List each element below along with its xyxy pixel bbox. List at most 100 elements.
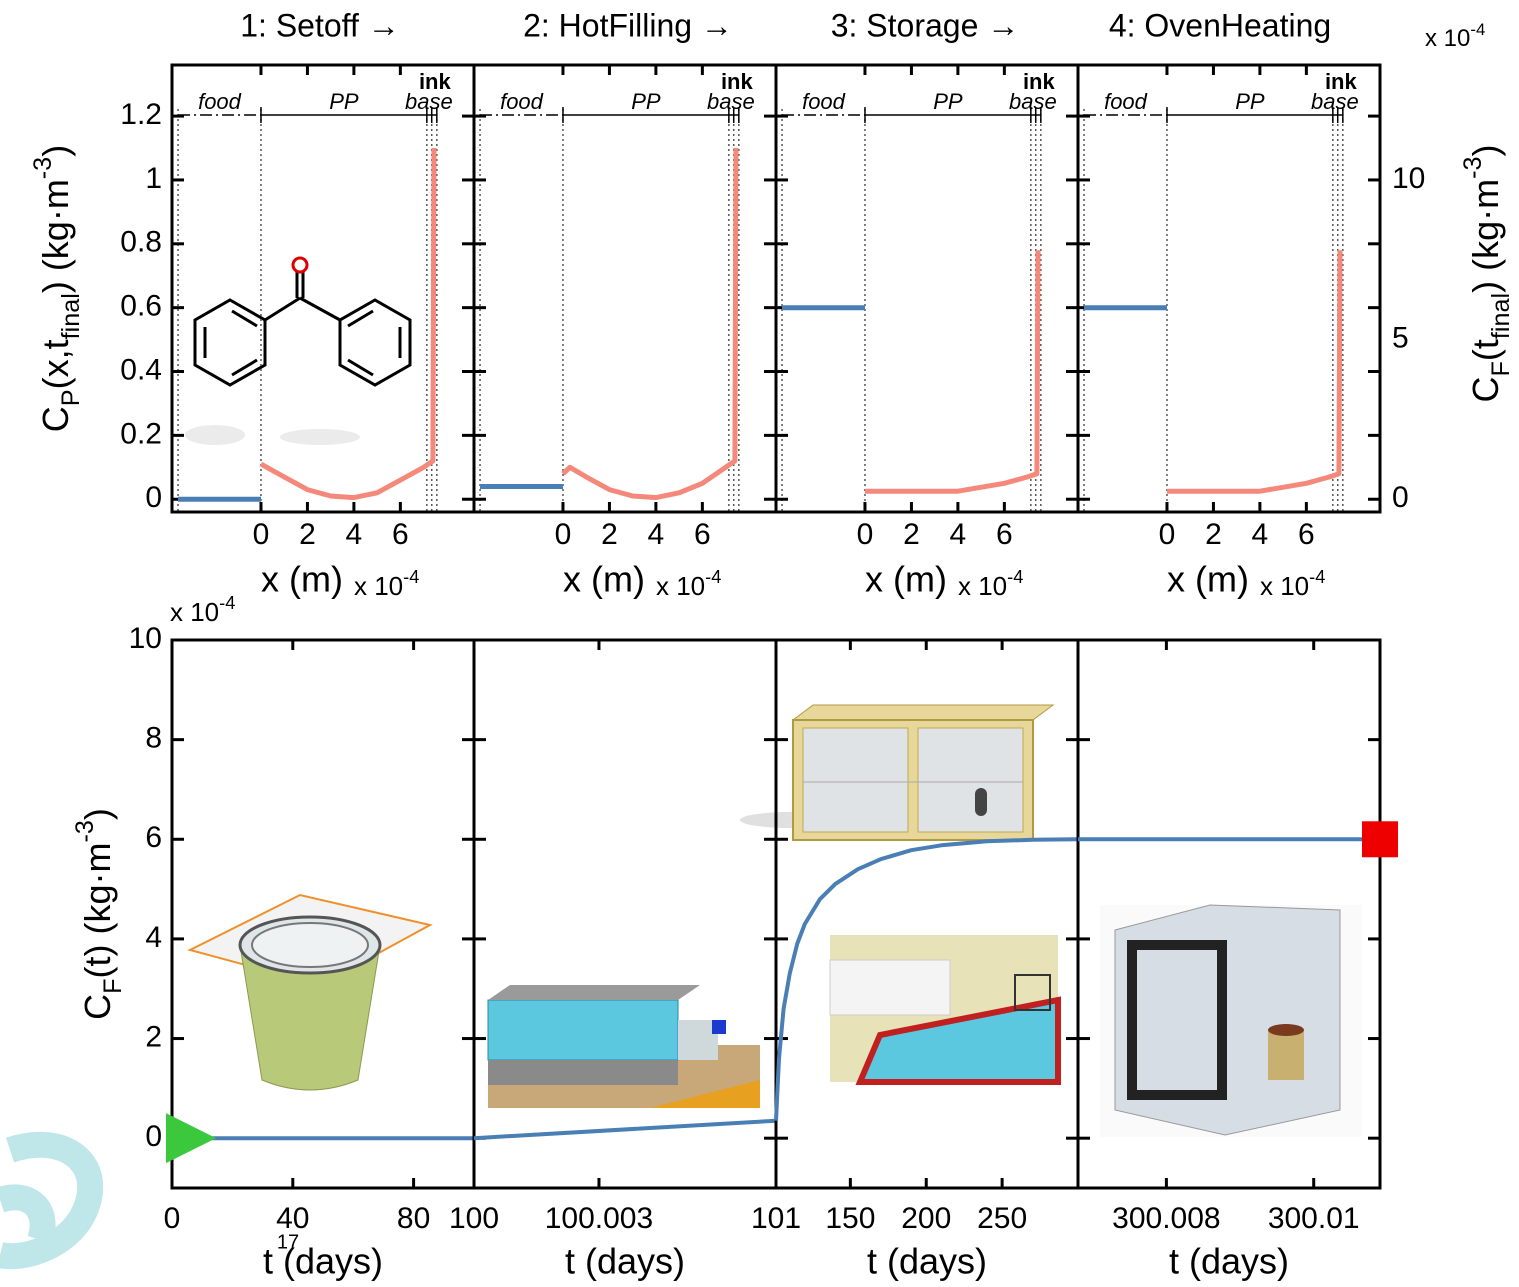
x-tick-label: 100.003: [545, 1202, 653, 1235]
y-tick-label: 0.4: [120, 353, 162, 386]
x-tick-label: 0: [253, 518, 270, 551]
panel-frame: [1076, 63, 1382, 514]
y-multiplier-part: x 10: [170, 597, 219, 627]
x-tick-label: 2: [903, 518, 920, 551]
start-marker: [166, 1113, 216, 1164]
y-tick-label: 8: [145, 722, 162, 755]
layer-label: base: [405, 89, 453, 114]
y2-tick-label: 5: [1392, 322, 1409, 355]
y2-axis-label: CF(tfinal) (kg·m-3): [1459, 145, 1515, 403]
x-axis-label: t (days): [565, 1241, 685, 1282]
x-tick-label: 2: [1205, 518, 1222, 551]
y2-axis-label-part: (t: [1465, 339, 1506, 361]
x-tick-label: 250: [977, 1202, 1027, 1235]
y-axis-label-part: final: [57, 293, 85, 339]
y2-axis-label-part: F: [1487, 361, 1515, 376]
x-tick-label: 80: [397, 1202, 430, 1235]
y-axis-label-part: ) (kg·m: [35, 179, 76, 293]
y2-multiplier-part: -4: [1470, 20, 1485, 39]
line-series: [561, 147, 739, 501]
step-title: 3: Storage →: [831, 7, 1020, 43]
y-axis-label-part: ): [35, 145, 76, 157]
x-multiplier: x 10-4: [958, 567, 1023, 601]
y2-multiplier-part: x 10: [1425, 25, 1470, 52]
y2-axis-label-part: ): [1465, 145, 1506, 157]
y-tick-label: 0: [145, 481, 162, 514]
conveyor-illustration: [487, 985, 760, 1108]
y-tick-label: 10: [129, 622, 162, 655]
x-tick-label: 4: [346, 518, 363, 551]
y-axis-label-part: C: [77, 994, 118, 1020]
x-tick-label: 4: [1252, 518, 1269, 551]
y-axis-label-part: -3: [29, 157, 57, 179]
x-multiplier-part: -4: [1309, 567, 1325, 587]
x-multiplier: x 10-4: [656, 567, 721, 601]
line-series: [259, 147, 437, 501]
layer-label: ink: [1023, 69, 1056, 94]
layer-label: base: [1009, 89, 1057, 114]
layer-label: ink: [1325, 69, 1358, 94]
panel-frame: [1076, 638, 1382, 1190]
x-tick-label: 6: [996, 518, 1013, 551]
x-tick-label: 0: [1159, 518, 1176, 551]
x-axis-label: t (days): [263, 1241, 383, 1282]
x-axis-label: t (days): [867, 1241, 987, 1282]
step-title: 1: Setoff →: [240, 7, 400, 43]
layer-label: food: [500, 89, 544, 114]
line-series: [473, 1118, 777, 1141]
y2-axis-label-part: ) (kg·m: [1465, 179, 1506, 293]
x-axis-label: x (m): [261, 559, 343, 600]
x-axis-label: t (days): [1169, 1241, 1289, 1282]
x-tick-label: 4: [950, 518, 967, 551]
y-tick-label: 1.2: [120, 98, 162, 131]
x-tick-label: 0: [164, 1202, 181, 1235]
y-tick-label: 2: [145, 1020, 162, 1053]
layer-label: PP: [631, 89, 661, 114]
x-multiplier: x 10-4: [1260, 567, 1325, 601]
y-tick-label: 6: [145, 821, 162, 854]
y-axis-label: CF(t) (kg·m-3): [71, 808, 127, 1020]
y-tick-label: 0.6: [120, 290, 162, 323]
end-marker: [1362, 821, 1398, 858]
x-multiplier-part: -4: [403, 567, 419, 587]
x-multiplier-part: -4: [1007, 567, 1023, 587]
layer-label: PP: [1235, 89, 1265, 114]
x-multiplier-part: x 10: [1260, 571, 1309, 601]
y-axis-label-part: F: [99, 978, 127, 993]
y-axis-label-part: (x,t: [35, 339, 76, 389]
y-multiplier-part: -4: [219, 593, 235, 613]
x-tick-label: 4: [648, 518, 665, 551]
x-tick-label: 101: [751, 1202, 801, 1235]
x-multiplier-part: x 10: [656, 571, 705, 601]
y2-axis-label-part: final: [1487, 293, 1515, 339]
y-tick-label: 1: [145, 162, 162, 195]
layer-label: base: [1311, 89, 1359, 114]
x-tick-label: 40: [276, 1202, 309, 1235]
x-tick-label: 0: [857, 518, 874, 551]
y-tick-label: 0: [145, 1120, 162, 1153]
layer-label: food: [1104, 89, 1148, 114]
x-tick-label: 150: [825, 1202, 875, 1235]
x-tick-label: 6: [392, 518, 409, 551]
y2-axis-label-part: -3: [1459, 157, 1487, 179]
x-multiplier: x 10-4: [354, 567, 419, 601]
layer-label: PP: [329, 89, 359, 114]
y-axis-label-part: ): [77, 808, 118, 820]
y-tick-label: 4: [145, 921, 162, 954]
y-axis-label-part: P: [57, 389, 85, 406]
page-number: 17: [277, 1231, 299, 1253]
layer-label: base: [707, 89, 755, 114]
cabinet-illustration: [740, 704, 1055, 841]
y-multiplier: x 10-4: [170, 593, 235, 627]
cup-illustration: [187, 893, 433, 1091]
y2-tick-label: 10: [1392, 162, 1425, 195]
step-title: 2: HotFilling →: [523, 7, 733, 43]
y-axis-label-part: (t) (kg·m: [77, 843, 118, 979]
line-series: [1167, 250, 1343, 494]
y2-axis-label-part: C: [1465, 377, 1506, 403]
x-axis-label: x (m): [1167, 559, 1249, 600]
y-axis-label-part: -3: [71, 820, 99, 842]
layer-label: PP: [933, 89, 963, 114]
panel-frame: [472, 63, 778, 514]
